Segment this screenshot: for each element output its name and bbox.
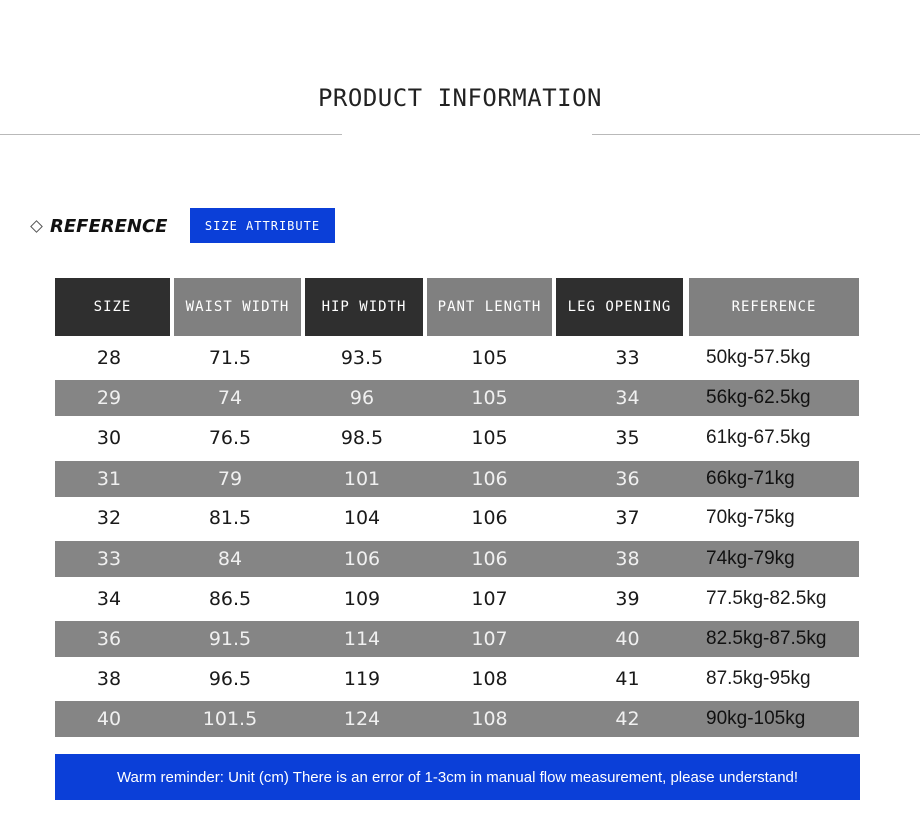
cell-leg-opening: 42 xyxy=(615,708,640,730)
cell-pant-length: 108 xyxy=(471,668,508,690)
cell-waist-width: 96.5 xyxy=(208,668,252,690)
table-row: 30 76.5 98.5 105 35 61kg-67.5kg xyxy=(55,420,859,456)
cell-reference: 87.5kg-95kg xyxy=(706,668,811,689)
cell-hip-width: 106 xyxy=(343,548,381,570)
header-size: SIZE xyxy=(55,278,170,336)
cell-reference: 61kg-67.5kg xyxy=(706,427,811,448)
cell-pant-length: 107 xyxy=(471,588,508,610)
cell-leg-opening: 39 xyxy=(615,588,640,610)
cell-hip-width: 119 xyxy=(343,668,381,690)
table-row: 33 84 106 106 38 74kg-79kg xyxy=(55,541,859,577)
cell-reference: 77.5kg-82.5kg xyxy=(706,588,827,609)
title-divider-right xyxy=(592,134,920,135)
cell-size: 32 xyxy=(96,507,122,529)
cell-reference: 70kg-75kg xyxy=(706,507,795,528)
cell-hip-width: 96 xyxy=(349,387,375,409)
diamond-icon xyxy=(30,219,43,233)
cell-reference: 66kg-71kg xyxy=(706,468,795,489)
cell-waist-width: 101.5 xyxy=(202,708,258,730)
table-row: 34 86.5 109 107 39 77.5kg-82.5kg xyxy=(55,581,859,617)
cell-reference: 56kg-62.5kg xyxy=(706,387,811,408)
cell-pant-length: 105 xyxy=(471,347,508,369)
cell-hip-width: 114 xyxy=(343,628,381,650)
cell-size: 34 xyxy=(96,588,122,610)
cell-leg-opening: 35 xyxy=(615,427,640,449)
table-row: 28 71.5 93.5 105 33 50kg-57.5kg xyxy=(55,340,859,376)
cell-waist-width: 86.5 xyxy=(208,588,252,610)
cell-reference: 50kg-57.5kg xyxy=(706,347,811,368)
cell-size: 33 xyxy=(96,548,122,570)
cell-size: 36 xyxy=(96,628,122,650)
warm-reminder-banner: Warm reminder: Unit (cm) There is an err… xyxy=(55,754,860,800)
cell-size: 31 xyxy=(96,468,122,490)
cell-leg-opening: 33 xyxy=(615,347,640,369)
cell-pant-length: 106 xyxy=(471,468,508,490)
cell-size: 28 xyxy=(96,347,122,369)
page-title: PRODUCT INFORMATION xyxy=(317,84,603,112)
header-pant-length: PANT LENGTH xyxy=(427,278,552,336)
cell-reference: 74kg-79kg xyxy=(706,548,795,569)
cell-leg-opening: 36 xyxy=(615,468,640,490)
header-reference: REFERENCE xyxy=(689,278,859,336)
cell-leg-opening: 41 xyxy=(615,668,640,690)
header-hip-width: HIP WIDTH xyxy=(305,278,423,336)
reference-heading: REFERENCE xyxy=(30,214,167,238)
cell-waist-width: 84 xyxy=(217,548,243,570)
cell-leg-opening: 38 xyxy=(615,548,640,570)
cell-reference: 82.5kg-87.5kg xyxy=(706,628,827,649)
cell-pant-length: 105 xyxy=(471,427,508,449)
size-attribute-badge: SIZE ATTRIBUTE xyxy=(190,208,335,243)
header-leg-opening: LEG OPENING xyxy=(556,278,683,336)
cell-size: 38 xyxy=(96,668,122,690)
cell-waist-width: 74 xyxy=(217,387,243,409)
table-row: 29 74 96 105 34 56kg-62.5kg xyxy=(55,380,859,416)
cell-pant-length: 107 xyxy=(471,628,508,650)
cell-hip-width: 101 xyxy=(343,468,381,490)
cell-size: 30 xyxy=(96,427,122,449)
cell-waist-width: 76.5 xyxy=(208,427,252,449)
cell-waist-width: 81.5 xyxy=(208,507,252,529)
cell-pant-length: 106 xyxy=(471,548,508,570)
header-waist-width: WAIST WIDTH xyxy=(174,278,301,336)
cell-reference: 90kg-105kg xyxy=(706,708,806,729)
cell-leg-opening: 34 xyxy=(615,387,640,409)
title-divider-left xyxy=(0,134,342,135)
cell-pant-length: 106 xyxy=(471,507,508,529)
cell-hip-width: 104 xyxy=(343,507,381,529)
cell-size: 40 xyxy=(96,708,122,730)
table-row: 40 101.5 124 108 42 90kg-105kg xyxy=(55,701,859,737)
cell-hip-width: 124 xyxy=(343,708,381,730)
cell-hip-width: 109 xyxy=(343,588,381,610)
cell-leg-opening: 40 xyxy=(615,628,640,650)
cell-pant-length: 105 xyxy=(471,387,508,409)
table-row: 38 96.5 119 108 41 87.5kg-95kg xyxy=(55,661,859,697)
table-row: 32 81.5 104 106 37 70kg-75kg xyxy=(55,500,859,536)
cell-waist-width: 79 xyxy=(217,468,243,490)
cell-hip-width: 98.5 xyxy=(340,427,384,449)
cell-waist-width: 91.5 xyxy=(208,628,252,650)
cell-leg-opening: 37 xyxy=(615,507,640,529)
cell-waist-width: 71.5 xyxy=(208,347,252,369)
cell-hip-width: 93.5 xyxy=(340,347,384,369)
cell-pant-length: 108 xyxy=(471,708,508,730)
table-row: 36 91.5 114 107 40 82.5kg-87.5kg xyxy=(55,621,859,657)
table-row: 31 79 101 106 36 66kg-71kg xyxy=(55,461,859,497)
reference-label: REFERENCE xyxy=(50,215,168,237)
cell-size: 29 xyxy=(96,387,122,409)
